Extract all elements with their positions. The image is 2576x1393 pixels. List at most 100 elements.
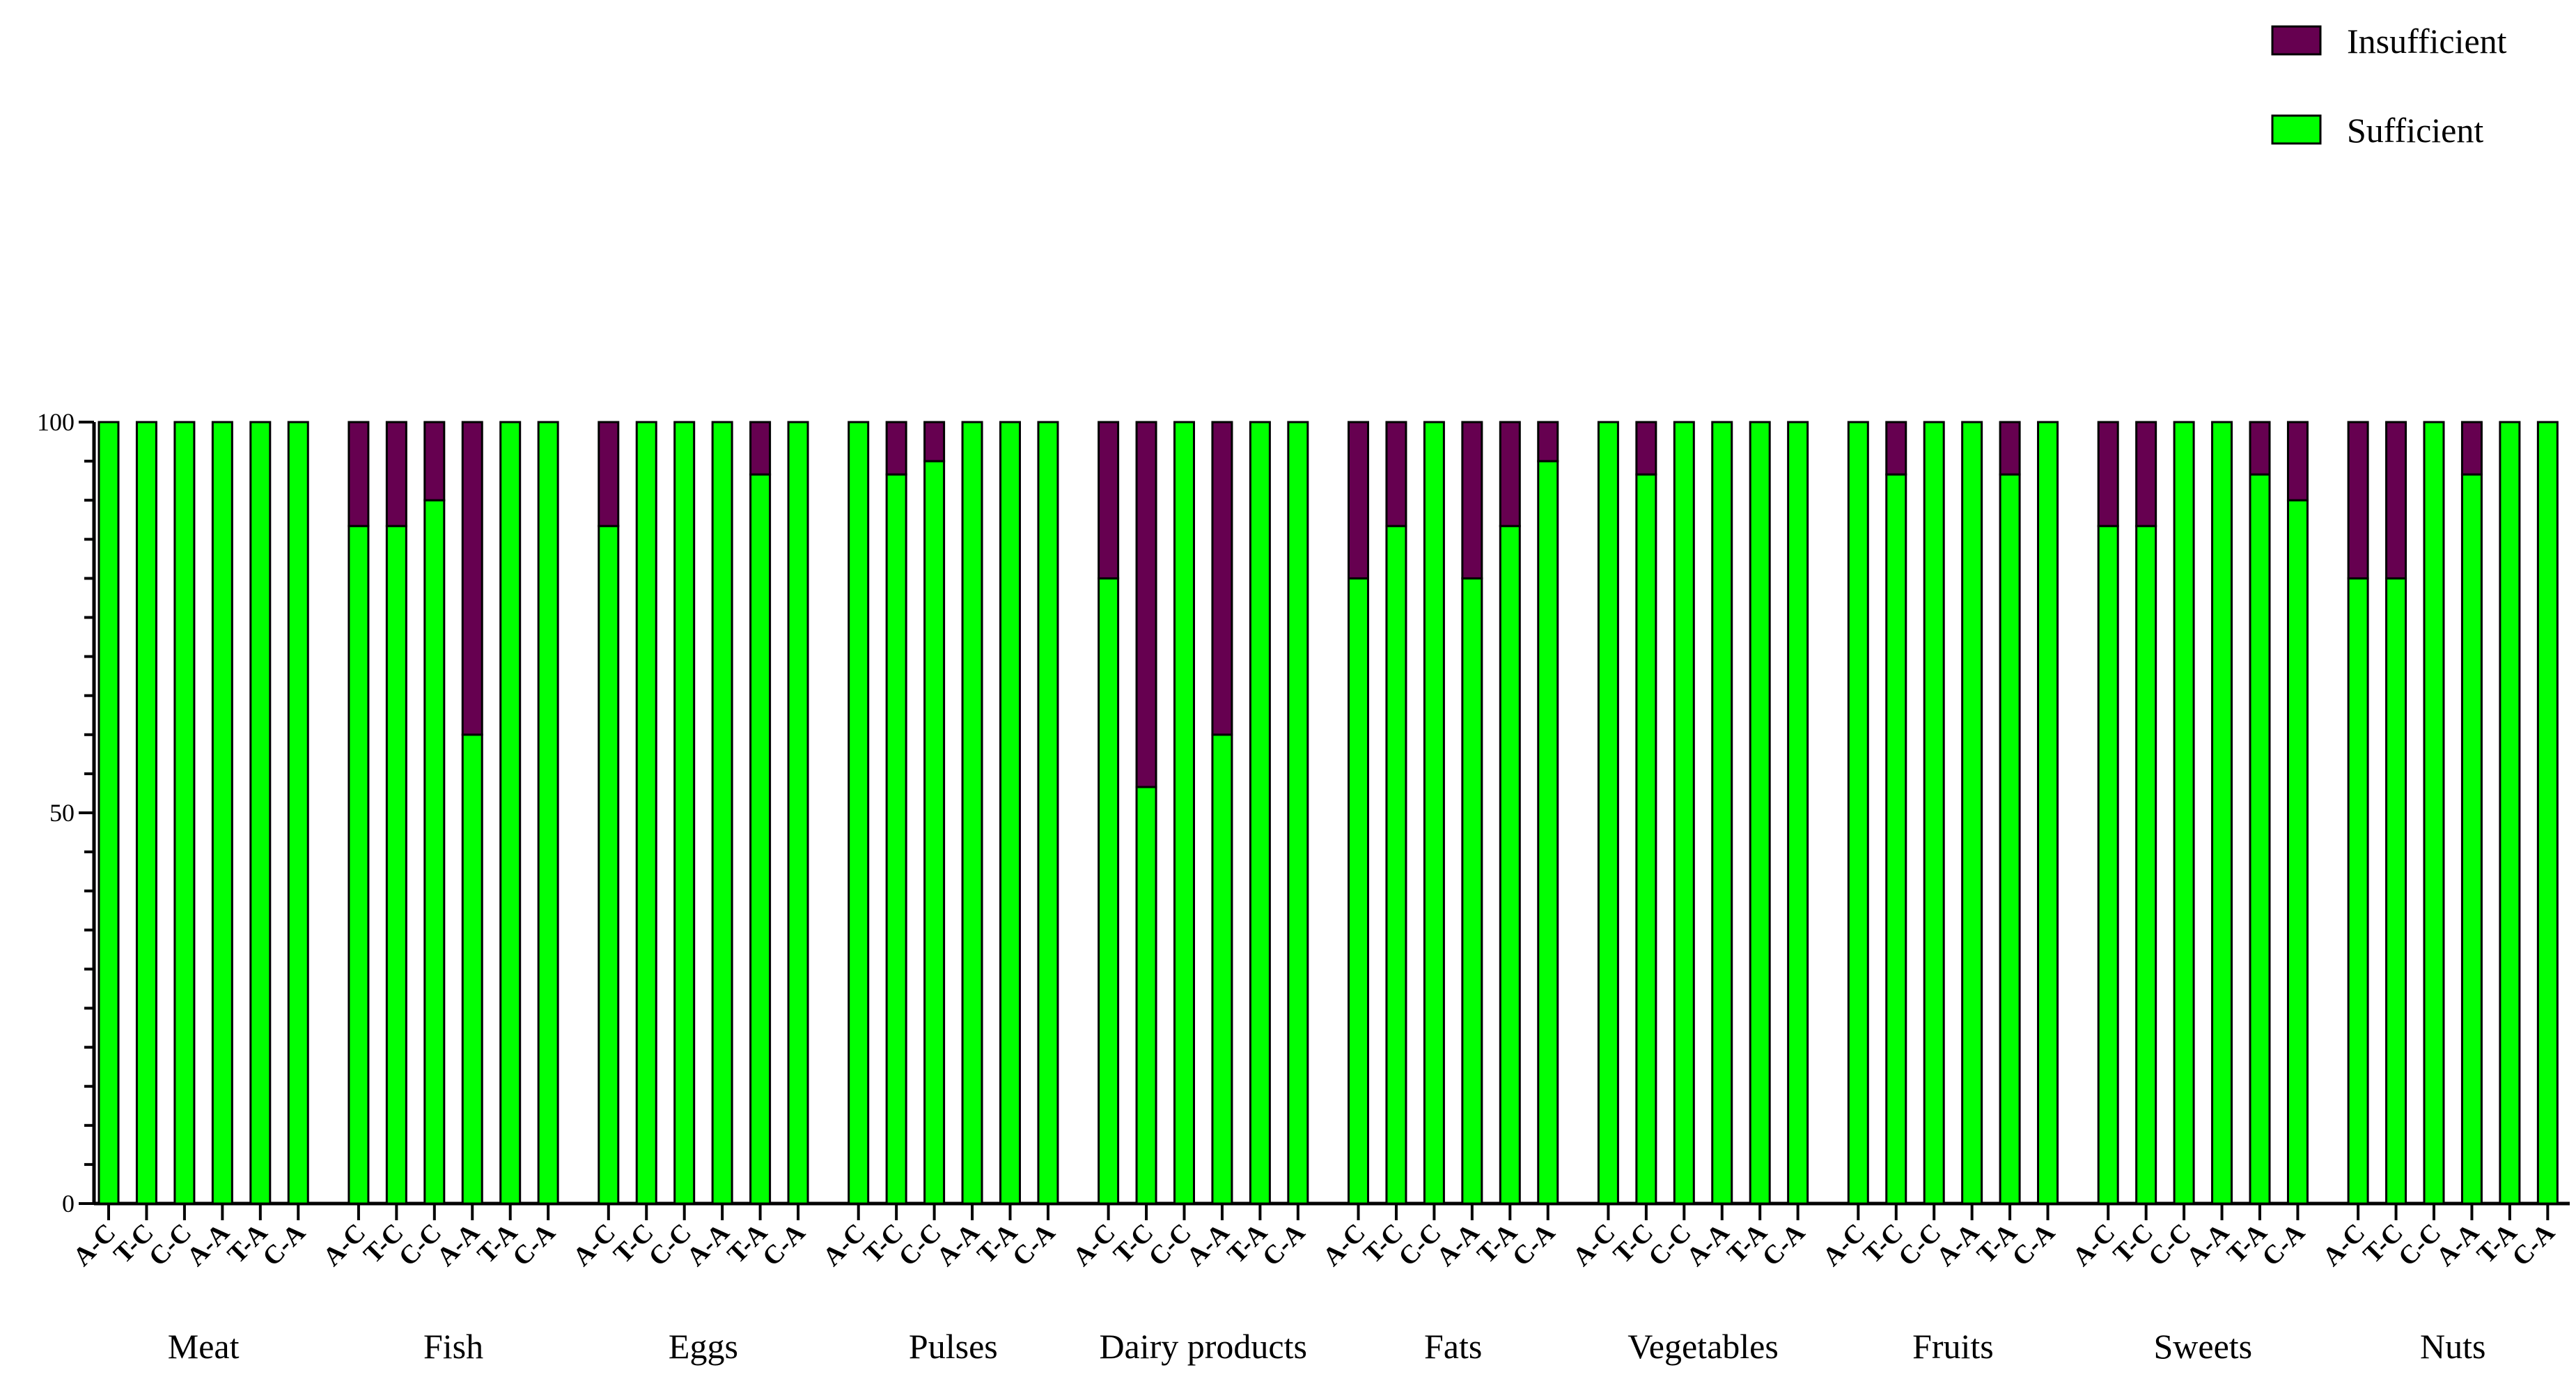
bar-sufficient bbox=[2499, 421, 2521, 1205]
bar-sufficient bbox=[461, 733, 483, 1205]
bars bbox=[97, 421, 2559, 1205]
bar-sufficient bbox=[1037, 421, 1059, 1205]
y-tick-label: 0 bbox=[62, 1190, 75, 1217]
x-tick-label: C-A bbox=[2506, 1217, 2561, 1272]
bar-insufficient bbox=[385, 421, 407, 527]
bar-insufficient bbox=[348, 421, 370, 527]
bar-sufficient bbox=[173, 421, 196, 1205]
bar-sufficient bbox=[2385, 577, 2407, 1205]
bar-sufficient bbox=[1173, 421, 1195, 1205]
bar-insufficient bbox=[1461, 421, 1483, 579]
bar-sufficient bbox=[1385, 524, 1407, 1205]
bar-sufficient bbox=[1597, 421, 1619, 1205]
bar-sufficient bbox=[1673, 421, 1695, 1205]
bar-insufficient bbox=[1348, 421, 1369, 579]
bar-insufficient bbox=[2097, 421, 2119, 527]
bar-sufficient bbox=[211, 421, 233, 1205]
bar-sufficient bbox=[787, 421, 809, 1205]
bar-sufficient bbox=[2423, 421, 2445, 1205]
bar-insufficient bbox=[1385, 421, 1407, 527]
x-tick-label: C-A bbox=[1257, 1217, 1311, 1272]
legend: Insufficient Sufficient bbox=[2271, 22, 2507, 150]
x-tick-label: C-A bbox=[257, 1217, 311, 1272]
bar-sufficient bbox=[385, 524, 407, 1205]
bar-insufficient bbox=[1098, 421, 1120, 579]
bar-sufficient bbox=[2173, 421, 2195, 1205]
bar-insufficient bbox=[749, 421, 772, 476]
bar-sufficient bbox=[1961, 421, 1983, 1205]
bar-sufficient bbox=[2536, 421, 2559, 1205]
x-tick-label: C-A bbox=[1507, 1217, 1561, 1272]
bar-sufficient bbox=[749, 473, 772, 1205]
axes bbox=[79, 421, 2570, 1220]
bar-insufficient bbox=[2385, 421, 2407, 579]
bar-insufficient bbox=[1537, 421, 1559, 462]
group-label: Nuts bbox=[2420, 1327, 2485, 1366]
bar-sufficient bbox=[1287, 421, 1309, 1205]
bar-sufficient bbox=[1999, 473, 2021, 1205]
bar-sufficient bbox=[2037, 421, 2059, 1205]
bar-sufficient bbox=[1461, 577, 1483, 1205]
y-tick-label: 50 bbox=[49, 799, 75, 827]
bar-sufficient bbox=[2286, 499, 2309, 1205]
bar-insufficient bbox=[2135, 421, 2157, 527]
bar-sufficient bbox=[1423, 421, 1445, 1205]
bar-insufficient bbox=[598, 421, 620, 527]
bar-sufficient bbox=[635, 421, 657, 1205]
bar-sufficient bbox=[537, 421, 559, 1205]
bar-insufficient bbox=[923, 421, 946, 462]
bar-insufficient bbox=[2286, 421, 2309, 501]
bar-sufficient bbox=[1098, 577, 1120, 1205]
bar-sufficient bbox=[2097, 524, 2119, 1205]
bar-sufficient bbox=[673, 421, 696, 1205]
bar-sufficient bbox=[1211, 733, 1233, 1205]
group-label: Fats bbox=[1424, 1327, 1482, 1366]
bar-sufficient bbox=[1537, 460, 1559, 1205]
bar-sufficient bbox=[923, 460, 946, 1205]
x-tick-label: C-A bbox=[1007, 1217, 1061, 1272]
x-tick-label: C-A bbox=[757, 1217, 811, 1272]
legend-swatch-sufficient bbox=[2271, 114, 2322, 145]
bar-sufficient bbox=[2135, 524, 2157, 1205]
bar-sufficient bbox=[848, 421, 870, 1205]
group-label: Fish bbox=[423, 1327, 483, 1366]
bar-insufficient bbox=[1135, 421, 1157, 788]
x-tick-label: C-A bbox=[2006, 1217, 2061, 1272]
bar-insufficient bbox=[1885, 421, 1907, 476]
bar-sufficient bbox=[423, 499, 446, 1205]
bar-sufficient bbox=[1749, 421, 1771, 1205]
bar-insufficient bbox=[885, 421, 907, 476]
group-label: Eggs bbox=[669, 1327, 738, 1366]
bar-insufficient bbox=[2347, 421, 2369, 579]
bar-sufficient bbox=[287, 421, 309, 1205]
bar-sufficient bbox=[598, 524, 620, 1205]
bar-insufficient bbox=[461, 421, 483, 736]
x-tick-label: C-A bbox=[1757, 1217, 1811, 1272]
group-label: Meat bbox=[168, 1327, 240, 1366]
group-label: Sweets bbox=[2153, 1327, 2252, 1366]
bar-sufficient bbox=[1787, 421, 1809, 1205]
group-label: Vegetables bbox=[1627, 1327, 1779, 1366]
bar-sufficient bbox=[1847, 421, 1869, 1205]
bar-sufficient bbox=[97, 421, 120, 1205]
group-label: Pulses bbox=[909, 1327, 998, 1366]
x-tick-label: C-A bbox=[2256, 1217, 2311, 1272]
bar-sufficient bbox=[885, 473, 907, 1205]
group-label: Fruits bbox=[1912, 1327, 1994, 1366]
bar-sufficient bbox=[348, 524, 370, 1205]
bar-sufficient bbox=[1348, 577, 1369, 1205]
bar-insufficient bbox=[423, 421, 446, 501]
y-tick-label: 100 bbox=[37, 408, 75, 436]
bar-insufficient bbox=[1499, 421, 1521, 527]
bar-sufficient bbox=[1135, 786, 1157, 1205]
bar-insufficient bbox=[1999, 421, 2021, 476]
bar-sufficient bbox=[2460, 473, 2483, 1205]
bar-sufficient bbox=[1499, 524, 1521, 1205]
bar-sufficient bbox=[1635, 473, 1657, 1205]
bar-sufficient bbox=[999, 421, 1021, 1205]
bar-sufficient bbox=[135, 421, 157, 1205]
legend-label-insufficient: Insufficient bbox=[2347, 22, 2507, 61]
bar-sufficient bbox=[1711, 421, 1733, 1205]
legend-swatch-insufficient bbox=[2271, 25, 2322, 56]
